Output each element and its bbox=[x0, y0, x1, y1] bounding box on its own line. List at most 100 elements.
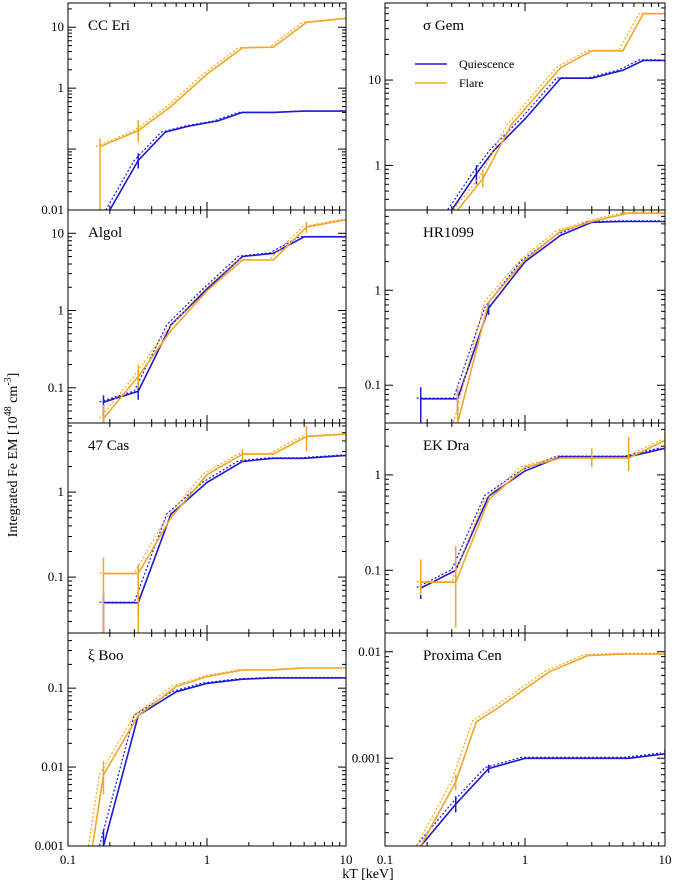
y-tick-label: 0.1 bbox=[48, 380, 64, 395]
series-quiescence-line bbox=[102, 677, 346, 846]
panel-2: 0.1 1 10 Algol bbox=[48, 209, 347, 424]
panel-frame bbox=[67, 209, 347, 424]
series-flare-point bbox=[241, 669, 244, 671]
panel-6: 0.001 0.01 0.1 0.1 1 10 ξ Boo bbox=[35, 632, 353, 867]
y-tick-label: 1 bbox=[58, 484, 65, 499]
y-tick-label: 1 bbox=[58, 80, 65, 95]
series-flare-line bbox=[420, 439, 665, 584]
panel-title: 47 Cas bbox=[88, 438, 129, 454]
series-quiescence-point bbox=[524, 118, 526, 120]
series-flare-dotted-line bbox=[416, 439, 662, 583]
series-flare-line bbox=[456, 12, 665, 210]
series-flare-point bbox=[241, 259, 244, 261]
series-quiescence-dotted-line bbox=[98, 676, 342, 846]
series-flare-point bbox=[137, 714, 140, 717]
series-quiescence-line bbox=[420, 753, 665, 846]
series-quiescence-point bbox=[206, 481, 208, 484]
panel-title: CC Eri bbox=[88, 18, 130, 34]
series-flare-point bbox=[487, 301, 490, 303]
series-group bbox=[99, 218, 346, 423]
series-flare-dotted-line bbox=[99, 218, 343, 419]
series-flare-line bbox=[419, 653, 665, 846]
series-quiescence-dotted-line bbox=[99, 454, 343, 603]
panel-0: 0.01 1 10 CC Eri bbox=[41, 2, 347, 217]
series-quiescence-point bbox=[164, 131, 166, 133]
series-quiescence-point bbox=[642, 59, 645, 62]
series-quiescence-point bbox=[188, 125, 191, 127]
series-quiescence-line bbox=[420, 220, 665, 400]
panel-frame bbox=[67, 2, 347, 211]
series-quiescence-point bbox=[524, 757, 526, 760]
series-flare-point bbox=[586, 654, 589, 657]
series-flare-point bbox=[272, 46, 275, 49]
series-flare-point bbox=[524, 687, 526, 690]
y-tick-label: 0.01 bbox=[41, 759, 64, 774]
series-flare-point bbox=[206, 289, 208, 292]
series-flare-point bbox=[622, 653, 624, 655]
series-quiescence-point bbox=[559, 234, 562, 236]
series-quiescence-point bbox=[559, 77, 562, 80]
series-flare-line bbox=[91, 667, 346, 846]
series-quiescence-point bbox=[272, 111, 275, 114]
series-flare-point bbox=[524, 258, 526, 261]
series-flare-point bbox=[170, 329, 172, 332]
series-flare-point bbox=[206, 473, 208, 476]
series-flare-point bbox=[590, 50, 593, 52]
series-group bbox=[416, 432, 665, 628]
y-axis-label: Integrated Fe EM [1048 cm-3] bbox=[3, 373, 21, 538]
panel-frame bbox=[384, 209, 666, 424]
y-tick-label: 1 bbox=[375, 282, 382, 297]
series-quiescence-point bbox=[590, 757, 593, 760]
series-group bbox=[87, 667, 346, 846]
x-tick-label: 1 bbox=[204, 852, 211, 867]
x-tick-label: 0.1 bbox=[377, 852, 393, 867]
panel-title: Algol bbox=[88, 225, 122, 241]
series-flare-point bbox=[559, 457, 562, 459]
x-axis-label: kT [keV] bbox=[342, 867, 393, 882]
y-tick-label: 0.01 bbox=[41, 202, 64, 217]
y-tick-label: 0.001 bbox=[35, 838, 64, 853]
series-flare-point bbox=[548, 670, 551, 673]
series-quiescence-point bbox=[559, 757, 562, 760]
y-tick-label: 10 bbox=[51, 19, 64, 34]
series-flare-point bbox=[206, 73, 208, 75]
series-group bbox=[416, 652, 665, 846]
panel-title: HR1099 bbox=[423, 225, 474, 241]
series-flare-point bbox=[170, 105, 172, 108]
series-quiescence-point bbox=[206, 682, 208, 685]
series-flare-line bbox=[456, 212, 665, 423]
series-flare-dotted-line bbox=[453, 211, 661, 423]
y-tick-label: 0.1 bbox=[365, 562, 381, 577]
panel-title: σ Gem bbox=[423, 18, 464, 34]
series-flare-point bbox=[642, 12, 645, 15]
panel-7: 0.001 0.01 0.1 1 10 Proxima Cen bbox=[352, 632, 672, 867]
series-flare-point bbox=[475, 720, 478, 723]
panel-4: 0.1 1 47 Cas bbox=[48, 422, 347, 634]
legend-label-flare: Flare bbox=[459, 76, 484, 90]
series-group bbox=[416, 211, 665, 423]
y-tick-label: 10 bbox=[51, 225, 64, 240]
panel-frame bbox=[67, 632, 347, 847]
series-flare-point bbox=[559, 66, 562, 69]
series-quiescence-point bbox=[303, 110, 305, 112]
series-quiescence-line bbox=[103, 454, 346, 604]
series-flare-line bbox=[102, 218, 346, 420]
x-tick-label: 1 bbox=[522, 852, 529, 867]
series-flare-dotted-line bbox=[95, 17, 343, 148]
series-quiescence-dotted-line bbox=[99, 235, 342, 403]
series-flare-point bbox=[272, 259, 275, 261]
series-quiescence-point bbox=[206, 288, 208, 290]
panel-frame bbox=[67, 422, 347, 634]
series-quiescence-point bbox=[627, 757, 630, 760]
y-tick-label: 0.1 bbox=[48, 680, 64, 695]
y-tick-label: 1 bbox=[375, 467, 382, 482]
series-group bbox=[95, 17, 346, 210]
series-flare-point bbox=[175, 685, 177, 688]
y-tick-label: 0.1 bbox=[48, 569, 64, 584]
series-flare-point bbox=[303, 667, 305, 669]
legend-label-quiescence: Quiescence bbox=[459, 57, 514, 71]
panel-title: EK Dra bbox=[423, 438, 470, 454]
y-tick-label: 0.01 bbox=[358, 644, 381, 659]
series-quiescence-dotted-line bbox=[447, 59, 661, 210]
